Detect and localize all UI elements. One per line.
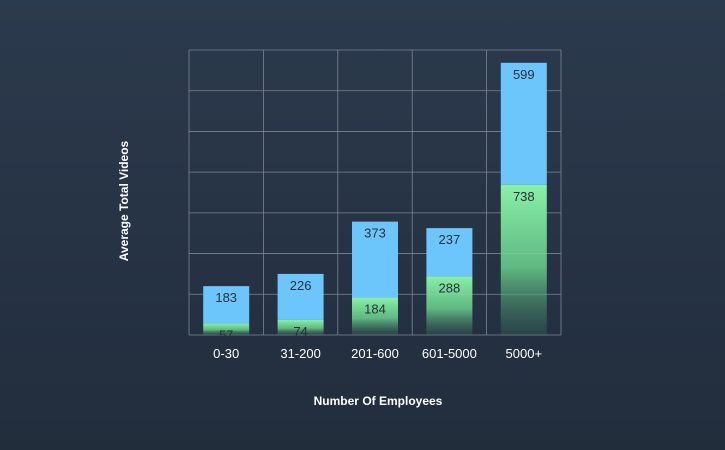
bar-lower-value-label: 57 bbox=[219, 327, 233, 342]
bar-upper-value-label: 599 bbox=[513, 67, 535, 82]
bar-upper-segment bbox=[500, 62, 547, 185]
bar-lower-value-label: 184 bbox=[364, 302, 386, 317]
x-tick-label: 0-30 bbox=[213, 346, 239, 361]
x-tick-label: 201-600 bbox=[351, 346, 399, 361]
bar-lower-segment bbox=[500, 184, 547, 335]
bar-upper-segment bbox=[352, 221, 398, 298]
y-axis-title: Average Total Videos bbox=[117, 140, 131, 261]
x-axis-title: Number Of Employees bbox=[314, 394, 443, 408]
bar-upper-value-label: 237 bbox=[439, 232, 461, 247]
bar-upper-value-label: 373 bbox=[364, 226, 386, 241]
bar-lower-segment bbox=[277, 319, 324, 335]
data-labels: 183 57 226 74 373 184 237 288 599 738 bbox=[215, 67, 534, 343]
x-tick-label: 601-5000 bbox=[422, 346, 477, 361]
bar-lower-value-label: 738 bbox=[513, 189, 535, 204]
x-tick-labels: 0-30 31-200 201-600 601-5000 5000+ bbox=[213, 346, 542, 361]
bar-lower-segment bbox=[352, 297, 398, 335]
bar-upper-value-label: 226 bbox=[290, 278, 312, 293]
bar-upper-segment bbox=[426, 228, 473, 277]
bar-upper-segment bbox=[277, 273, 324, 320]
bar-lower-value-label: 288 bbox=[439, 280, 461, 295]
bar-upper-segment bbox=[203, 286, 250, 324]
bar-lower-segment bbox=[426, 276, 473, 335]
bars bbox=[203, 62, 547, 335]
bar-lower-value-label: 74 bbox=[293, 324, 307, 339]
bar-upper-value-label: 183 bbox=[215, 290, 237, 305]
bar-lower-segment bbox=[203, 323, 250, 335]
x-tick-label: 5000+ bbox=[506, 346, 543, 361]
x-tick-label: 31-200 bbox=[280, 346, 320, 361]
